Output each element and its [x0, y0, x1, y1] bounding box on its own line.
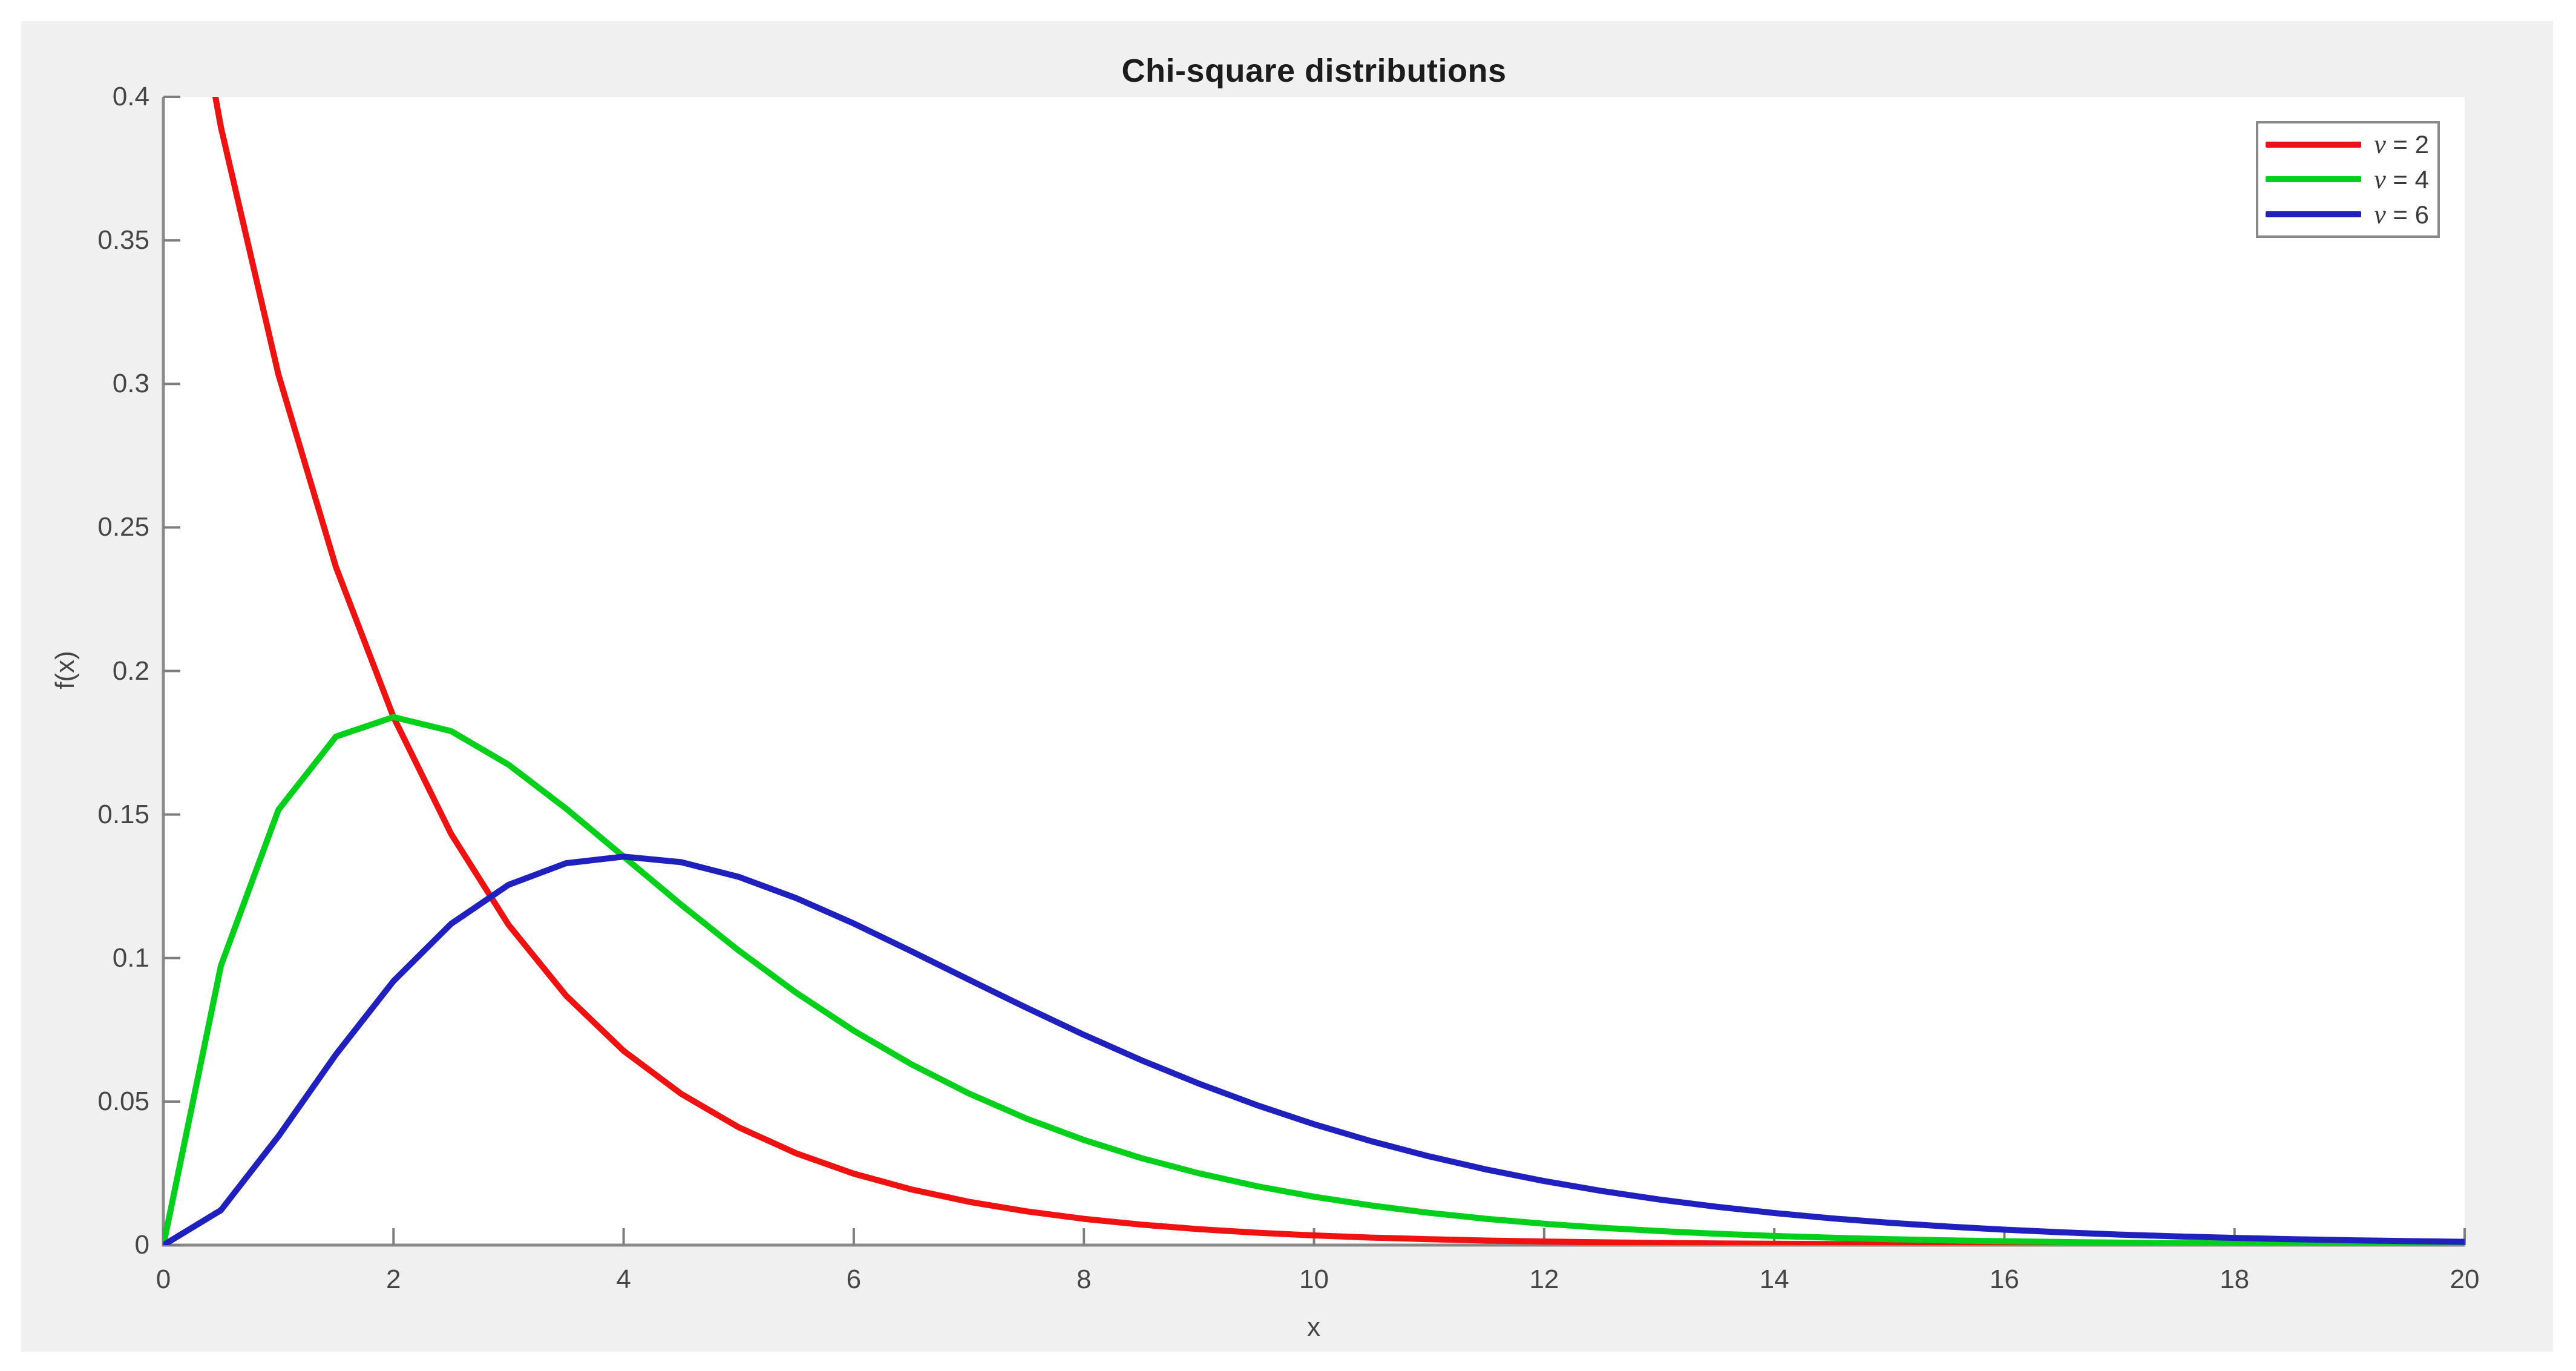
x-tick-label: 4: [616, 1264, 631, 1294]
legend-line-blue: [2266, 211, 2361, 218]
legend: ν = 2 ν = 4 ν = 6: [2256, 121, 2440, 238]
y-tick-label: 0.05: [97, 1086, 149, 1116]
y-tick-label: 0.15: [97, 799, 149, 829]
y-tick-label: 0.35: [97, 225, 149, 255]
series-curves: [163, 97, 2465, 1245]
x-tick-label: 6: [846, 1264, 862, 1294]
nu-symbol: ν: [2374, 130, 2386, 160]
nu-symbol: ν: [2374, 199, 2386, 229]
legend-label-nu4: ν = 4: [2361, 164, 2429, 195]
legend-label-nu6: ν = 6: [2361, 199, 2429, 230]
legend-row-nu4: ν = 4: [2258, 164, 2437, 195]
curve-df-4: [163, 714, 2465, 1245]
y-axis-label: f(x): [50, 651, 80, 689]
x-tick-label: 20: [2450, 1264, 2480, 1294]
x-tick-label: 0: [156, 1264, 171, 1294]
y-tick-label: 0.1: [112, 942, 149, 973]
x-axis-label: x: [1307, 1312, 1320, 1342]
x-tick-label: 2: [386, 1264, 401, 1294]
y-tick-label: 0.4: [112, 82, 149, 111]
x-tick-label: 14: [1759, 1264, 1789, 1294]
page-title: Chi-square distributions: [1121, 53, 1507, 89]
legend-line-green: [2266, 176, 2361, 183]
legend-row-nu2: ν = 2: [2258, 129, 2437, 160]
curve-df-6: [163, 853, 2465, 1245]
x-tick-label: 18: [2220, 1264, 2250, 1294]
y-tick-label: 0: [134, 1230, 149, 1260]
plot-area: [163, 97, 2465, 1245]
tick-marks: [162, 96, 2466, 1246]
x-tick-label: 8: [1076, 1264, 1092, 1294]
legend-label-rest: = 6: [2385, 200, 2429, 229]
y-tick-label: 0.3: [112, 369, 149, 399]
legend-label-rest: = 2: [2385, 130, 2429, 159]
curve-df-2: [212, 97, 2465, 1245]
legend-line-red: [2266, 141, 2361, 148]
legend-row-nu6: ν = 6: [2258, 199, 2437, 230]
nu-symbol: ν: [2374, 164, 2386, 194]
y-tick-label: 0.2: [112, 656, 149, 686]
legend-label-rest: = 4: [2385, 165, 2429, 194]
axes: [162, 97, 2465, 1247]
legend-label-nu2: ν = 2: [2361, 129, 2429, 160]
y-tick-label: 0.25: [97, 512, 149, 542]
x-tick-label: 16: [1989, 1264, 2019, 1294]
x-tick-label: 10: [1299, 1264, 1329, 1294]
x-tick-label: 12: [1529, 1264, 1559, 1294]
